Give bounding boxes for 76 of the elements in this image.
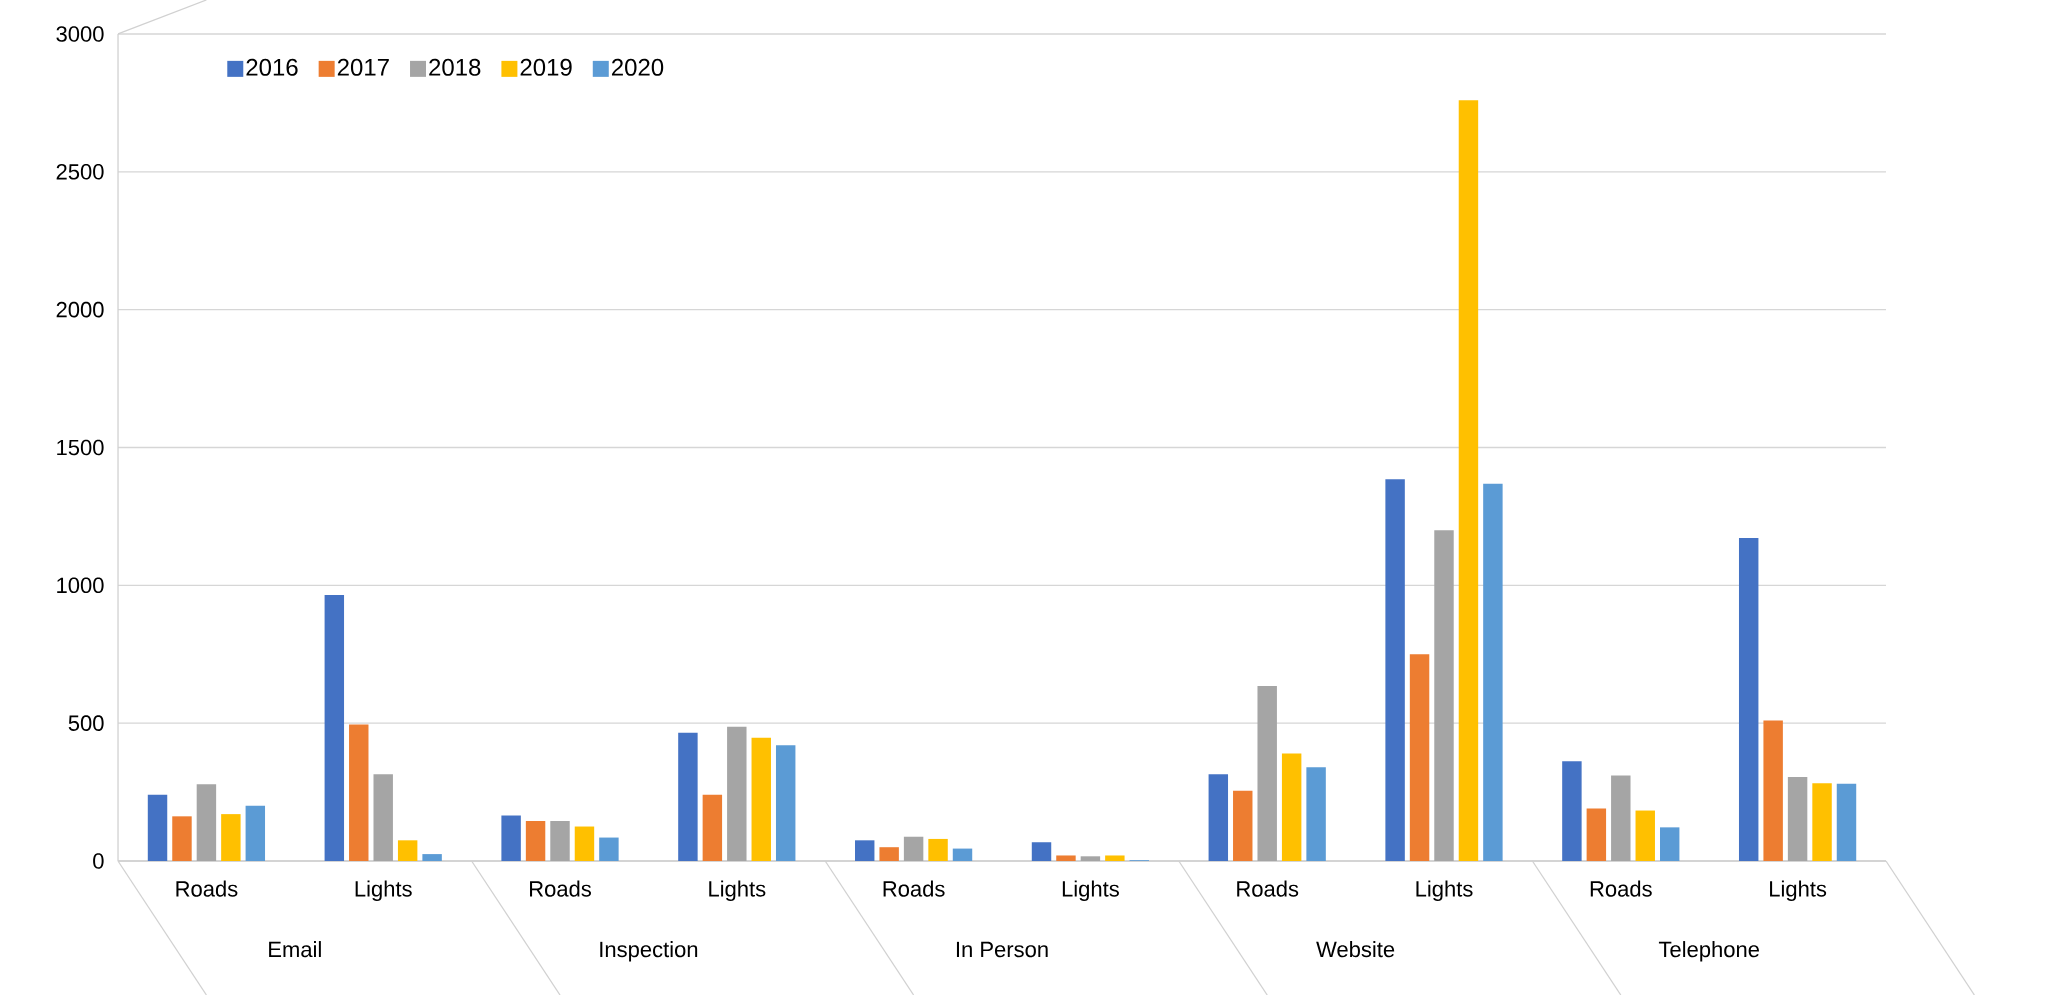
bar (1056, 855, 1076, 861)
legend-label: 2019 (520, 58, 572, 76)
bar (501, 815, 521, 861)
x-tick-label: Roads (1237, 880, 1299, 897)
bar (775, 745, 796, 861)
bar (1031, 842, 1052, 861)
x-tick-label: Lights (355, 880, 412, 902)
bar (702, 794, 723, 861)
y-tick-label: 0 (93, 853, 104, 869)
y-tick-label: 500 (68, 715, 104, 731)
bar (373, 774, 393, 861)
bar (1233, 790, 1253, 861)
bar (1409, 654, 1430, 861)
x-tick-label: Lights (1770, 880, 1827, 902)
bar (1257, 685, 1277, 861)
x-tick-label: Roads (530, 880, 591, 897)
bar (397, 840, 418, 861)
bar (147, 794, 168, 861)
bar (1080, 856, 1101, 861)
bar (599, 837, 619, 861)
bar (1586, 808, 1607, 861)
x-tick-label: Lights (709, 880, 766, 902)
legend-label: 2016 (246, 58, 298, 76)
bar (1306, 767, 1326, 861)
bar (1458, 100, 1479, 861)
legend-label: 2018 (429, 58, 481, 76)
bar (550, 821, 570, 861)
text: In Person (956, 941, 1048, 958)
bar (245, 805, 266, 861)
bar (1105, 855, 1125, 861)
bar (1385, 479, 1405, 861)
bar (1812, 783, 1832, 861)
bar (1836, 783, 1857, 861)
text: Telephone (1658, 941, 1759, 962)
legend-label: 2020 (611, 58, 664, 76)
text: Email (269, 941, 321, 958)
y-tick-label: 2500 (56, 164, 104, 180)
bar (525, 821, 546, 861)
bar (349, 724, 369, 861)
bar (928, 838, 948, 861)
legend-label: 2017 (337, 58, 389, 76)
bar (1738, 537, 1759, 861)
bar (1659, 827, 1680, 861)
bar (172, 816, 192, 861)
bar (751, 737, 771, 861)
y-tick-label: 1500 (57, 439, 104, 456)
bar (678, 732, 698, 861)
text: Website (1316, 941, 1395, 958)
bar (196, 784, 217, 861)
y-tick-label: 3000 (56, 26, 104, 42)
bar (1434, 530, 1454, 861)
bar (952, 848, 973, 861)
bar (1635, 810, 1655, 861)
bar (1208, 774, 1229, 861)
bar (1562, 761, 1582, 861)
text: Inspection (600, 941, 698, 962)
y-tick-label: 2000 (56, 301, 104, 318)
x-tick-label: Lights (1062, 880, 1119, 902)
bar (221, 814, 241, 861)
y-tick-label: 1000 (57, 577, 104, 594)
bar (1611, 775, 1631, 861)
bar (903, 836, 924, 861)
bar (574, 826, 595, 861)
x-tick-label: Lights (1416, 880, 1473, 902)
bar (1763, 720, 1783, 861)
x-tick-label: Roads (883, 880, 945, 897)
x-tick-label: Roads (1590, 880, 1652, 897)
bar (1281, 753, 1302, 861)
bar (727, 726, 747, 861)
bar (879, 847, 899, 861)
bar (324, 594, 345, 861)
bar (854, 840, 875, 861)
bar (422, 854, 442, 861)
bar (1483, 483, 1503, 861)
bar (1787, 776, 1808, 861)
x-tick-label: Roads (176, 880, 238, 897)
